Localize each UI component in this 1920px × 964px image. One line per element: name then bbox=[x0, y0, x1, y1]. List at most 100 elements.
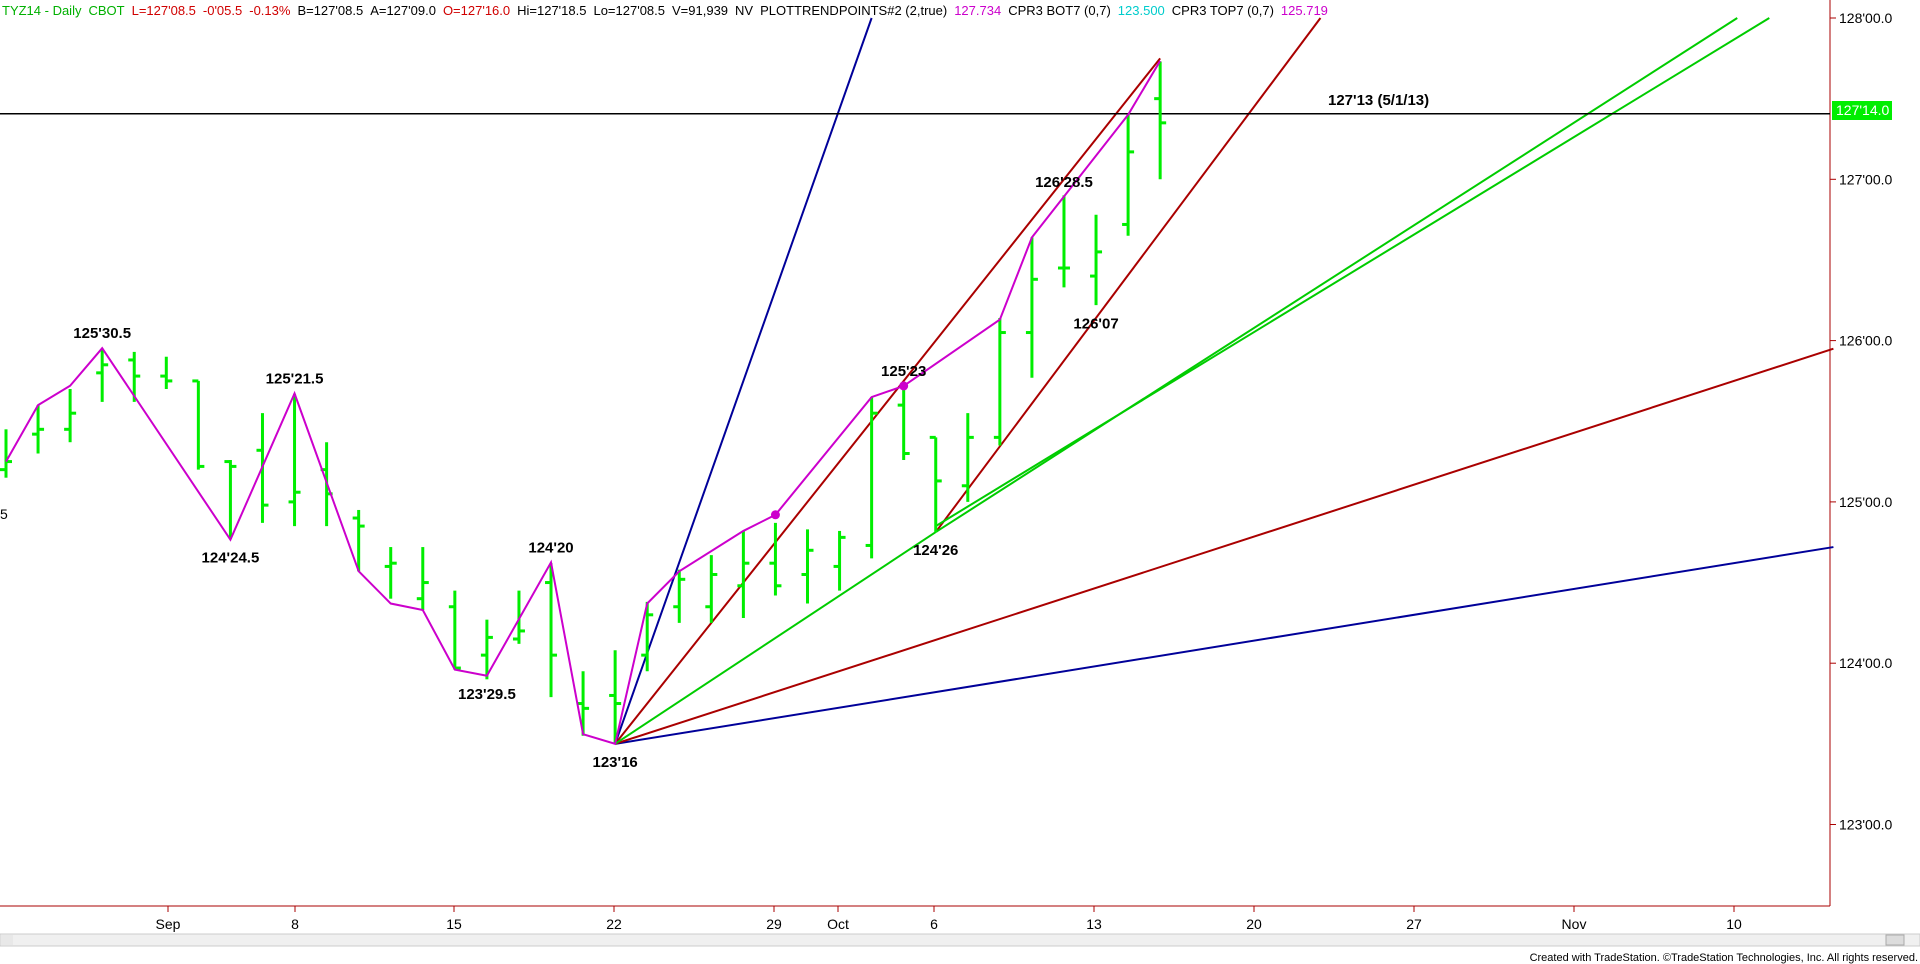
x-tick-label: 20 bbox=[1246, 916, 1262, 932]
header-item: Hi=127'18.5 bbox=[517, 3, 586, 18]
header-item: 125.719 bbox=[1281, 3, 1328, 18]
x-tick-label: Nov bbox=[1562, 916, 1587, 932]
current-price-marker bbox=[1832, 101, 1892, 120]
chart-header: TYZ14 - Daily CBOT L=127'08.5 -0'05.5 -0.13%… bbox=[2, 3, 1328, 18]
scrollbar-left-arrow[interactable] bbox=[1, 935, 13, 945]
ohlc-bar bbox=[705, 555, 718, 623]
ohlc-bar bbox=[1090, 214, 1103, 306]
x-tick-label: 22 bbox=[606, 916, 622, 932]
x-axis-ticks: Sep 8 15 22 29 Oct 6 13 20 27 Nov 10 bbox=[156, 906, 1742, 932]
ohlc-bar bbox=[288, 393, 301, 527]
ohlc-bar bbox=[833, 530, 846, 591]
header-item: B=127'08.5 bbox=[297, 3, 363, 18]
header-item: -0.13% bbox=[249, 3, 291, 18]
swing-label: 124'26 bbox=[913, 542, 958, 559]
header-item: CBOT bbox=[88, 3, 124, 18]
ohlc-bar bbox=[897, 387, 910, 460]
ohlc-bar bbox=[352, 509, 365, 572]
ohlc-bar bbox=[448, 590, 461, 670]
ohlc-bar bbox=[545, 563, 558, 698]
ohlc-bar bbox=[224, 459, 237, 539]
red-trendline bbox=[614, 57, 1161, 745]
header-item: CPR3 TOP7 (0,7) bbox=[1172, 3, 1274, 18]
swing-dots bbox=[770, 381, 909, 520]
ohlc-bar bbox=[609, 650, 622, 744]
swing-point-dot bbox=[770, 510, 780, 520]
x-tick-label: 27 bbox=[1406, 916, 1422, 932]
green-trendline bbox=[935, 17, 1738, 533]
ohlc-bar bbox=[384, 547, 397, 599]
header-item: -0'05.5 bbox=[203, 3, 242, 18]
header-item: 123.500 bbox=[1118, 3, 1165, 18]
ohlc-bar bbox=[737, 530, 750, 619]
swing-label: 124'20 bbox=[528, 539, 573, 556]
swing-labels: 125'30.5 124'24.5 125'21.5 123'29.5 124'20 12… bbox=[73, 174, 1118, 771]
swing-label: 124'24.5 bbox=[202, 550, 260, 567]
x-tick-label: Oct bbox=[827, 916, 849, 932]
ohlc-bar bbox=[416, 547, 429, 610]
x-tick-label: Sep bbox=[156, 916, 181, 932]
footer-credit: Created with TradeStation. ©TradeStation… bbox=[1530, 952, 1918, 964]
ohlc-bar bbox=[641, 601, 654, 672]
x-tick-label: 6 bbox=[930, 916, 938, 932]
ohlc-bar bbox=[32, 405, 45, 454]
ohlc-bar bbox=[865, 397, 878, 559]
swing-label: 126'28.5 bbox=[1035, 174, 1093, 191]
ohlc-bar bbox=[128, 351, 141, 402]
scrollbar-thumb[interactable] bbox=[1885, 934, 1905, 946]
x-tick-label: 29 bbox=[766, 916, 782, 932]
x-tick-label: 13 bbox=[1086, 916, 1102, 932]
header-item: A=127'09.0 bbox=[370, 3, 436, 18]
swing-label: 123'29.5 bbox=[458, 686, 516, 703]
ohlc-bar bbox=[961, 413, 974, 502]
ohlc-bars bbox=[0, 61, 1167, 744]
blue-trendline bbox=[614, 546, 1834, 745]
plot-area bbox=[0, 0, 1830, 906]
swing-label: 123'16 bbox=[592, 754, 637, 771]
horizontal-scrollbar[interactable] bbox=[0, 933, 1920, 947]
y-axis-ticks: 128'00.0 127'00.0 126'00.0 125'00.0 124'00.0… bbox=[1830, 10, 1892, 833]
ohlc-bar bbox=[1025, 237, 1038, 378]
y-tick-label: 126'00.0 bbox=[1839, 333, 1892, 349]
ohlc-bar bbox=[1154, 61, 1167, 180]
blue-trendline bbox=[614, 17, 873, 745]
ohlc-bar bbox=[1122, 114, 1135, 236]
header-item: PLOTTRENDPOINTS#2 (2,true) bbox=[760, 3, 947, 18]
header-item: V=91,939 bbox=[672, 3, 728, 18]
ohlc-bar bbox=[96, 348, 109, 402]
ohlc-bar bbox=[769, 522, 782, 596]
trendlines bbox=[614, 17, 1834, 745]
ohlc-bar bbox=[480, 619, 493, 680]
header-item: O=127'16.0 bbox=[443, 3, 510, 18]
red-trendline bbox=[934, 17, 1322, 533]
header-item: 127.734 bbox=[954, 3, 1001, 18]
x-tick-label: 10 bbox=[1726, 916, 1742, 932]
header-item: L=127'08.5 bbox=[132, 3, 196, 18]
swing-label: 125'21.5 bbox=[266, 371, 324, 388]
current-price-label: 127'14.0 bbox=[1836, 102, 1889, 118]
ohlc-bar bbox=[1057, 195, 1070, 288]
ohlc-bar bbox=[160, 356, 173, 389]
y-tick-label: 125'00.0 bbox=[1839, 494, 1892, 510]
ohlc-bar bbox=[801, 529, 814, 604]
header-item: Lo=127'08.5 bbox=[593, 3, 665, 18]
x-tick-label: 15 bbox=[446, 916, 462, 932]
header-item: NV bbox=[735, 3, 753, 18]
y-tick-label: 128'00.0 bbox=[1839, 10, 1892, 26]
ohlc-bar bbox=[929, 435, 942, 533]
swing-line bbox=[5, 60, 1162, 746]
left-edge-label: 5 bbox=[0, 506, 8, 522]
resistance-label: 127'13 (5/1/13) bbox=[1328, 92, 1429, 109]
y-tick-label: 127'00.0 bbox=[1839, 171, 1892, 187]
green-trendline bbox=[935, 17, 1770, 527]
red-trendline bbox=[614, 347, 1834, 745]
ohlc-bar bbox=[192, 379, 205, 470]
swing-point-dot bbox=[899, 381, 909, 391]
x-tick-label: 8 bbox=[291, 916, 299, 932]
swing-label: 126'07 bbox=[1073, 315, 1118, 332]
ohlc-bar bbox=[64, 388, 77, 443]
green-trendline bbox=[614, 531, 937, 745]
header-item: CPR3 BOT7 (0,7) bbox=[1008, 3, 1111, 18]
header-item: TYZ14 - Daily bbox=[2, 3, 82, 18]
